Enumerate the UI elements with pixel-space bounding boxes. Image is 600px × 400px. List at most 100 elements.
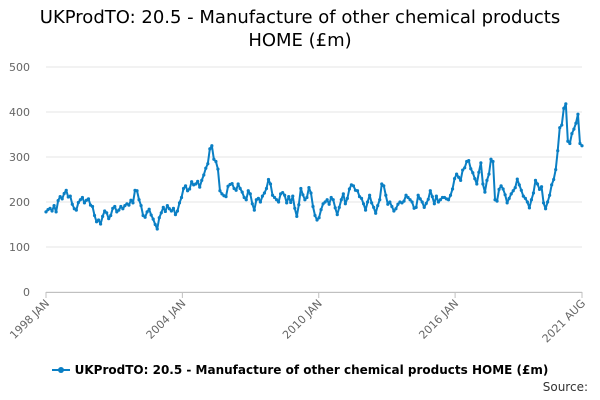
data-point-174 (396, 202, 400, 206)
data-point-64 (173, 213, 178, 217)
data-point-123 (293, 206, 297, 210)
data-point-124 (295, 214, 299, 218)
data-point-145 (337, 205, 341, 209)
data-point-265 (580, 144, 584, 148)
data-point-101 (248, 192, 252, 196)
data-point-105 (256, 196, 260, 200)
data-point-28 (101, 214, 105, 218)
data-point-71 (188, 187, 192, 191)
data-point-23 (90, 204, 95, 209)
data-point-78 (202, 173, 206, 177)
data-point-127 (301, 193, 305, 197)
data-point-94 (234, 188, 238, 192)
data-point-21 (86, 197, 91, 201)
data-point-144 (335, 213, 339, 217)
data-point-99 (244, 198, 248, 202)
data-point-249 (548, 193, 552, 197)
data-point-52 (149, 213, 153, 217)
data-point-32 (109, 213, 113, 218)
data-point-89 (224, 195, 228, 199)
series-line (45, 102, 583, 230)
data-point-72 (190, 180, 194, 184)
data-point-191 (430, 195, 434, 199)
data-point-259 (568, 141, 572, 146)
data-point-186 (420, 200, 424, 204)
data-point-162 (372, 205, 376, 209)
data-point-152 (351, 184, 356, 188)
data-point-179 (406, 195, 410, 200)
data-point-54 (153, 222, 157, 227)
data-point-169 (386, 202, 390, 206)
data-point-27 (99, 222, 103, 226)
data-point-74 (194, 182, 198, 186)
data-point-103 (252, 208, 256, 212)
data-point-84 (214, 159, 218, 164)
x-tick-label-3: 2016 JAN (416, 297, 461, 342)
data-point-258 (566, 139, 570, 143)
data-point-56 (157, 216, 161, 220)
data-point-214 (477, 170, 481, 174)
data-point-190 (428, 189, 432, 193)
data-point-233 (515, 177, 519, 181)
source-label: Source: (542, 380, 588, 394)
series-layer (44, 102, 584, 231)
data-point-217 (483, 190, 487, 194)
y-tick-label-500: 500 (9, 61, 30, 74)
gridlines (46, 66, 582, 293)
data-point-194 (436, 200, 440, 204)
data-point-63 (171, 206, 176, 210)
data-point-118 (283, 193, 287, 197)
x-tick-label-1: 2004 JAN (144, 297, 189, 342)
data-point-244 (537, 187, 542, 191)
data-point-260 (570, 132, 574, 136)
data-point-80 (206, 162, 210, 166)
data-point-57 (159, 211, 163, 215)
x-tick-label-2: 2010 JAN (280, 297, 325, 342)
data-point-58 (161, 205, 165, 209)
data-point-160 (368, 193, 372, 197)
data-point-225 (499, 184, 503, 188)
data-point-126 (299, 186, 303, 191)
data-point-12 (68, 194, 72, 198)
data-point-226 (501, 187, 505, 191)
data-point-245 (539, 185, 544, 189)
data-point-110 (266, 177, 271, 182)
data-point-17 (78, 198, 82, 202)
data-point-183 (414, 205, 418, 209)
legend-line-marker-icon (51, 366, 70, 373)
data-point-185 (418, 197, 422, 201)
data-point-45 (135, 189, 139, 193)
data-point-85 (216, 167, 220, 171)
data-point-98 (242, 195, 246, 200)
data-point-140 (327, 202, 331, 206)
data-point-149 (345, 196, 349, 200)
data-point-9 (62, 191, 66, 196)
data-point-131 (309, 191, 313, 195)
data-point-241 (531, 191, 536, 195)
data-point-262 (574, 121, 578, 125)
data-point-250 (550, 183, 554, 187)
data-point-210 (469, 167, 473, 171)
data-point-180 (408, 198, 412, 202)
data-point-211 (471, 171, 475, 175)
y-tick-label-400: 400 (9, 106, 30, 119)
data-point-30 (105, 211, 109, 215)
data-point-31 (107, 217, 111, 221)
data-point-242 (533, 178, 538, 182)
data-point-146 (339, 198, 343, 202)
data-point-264 (578, 141, 582, 146)
axes: 0 100 200 300 400 500 1998 JAN 2004 JAN 2010 JAN… (7, 61, 588, 345)
data-point-218 (485, 178, 489, 182)
data-point-55 (155, 227, 159, 231)
data-point-67 (179, 195, 184, 200)
data-point-237 (523, 196, 527, 200)
data-point-83 (212, 157, 216, 161)
data-point-50 (145, 210, 149, 214)
legend[interactable]: UKProdTO: 20.5 - Manufacture of other ch… (0, 363, 600, 377)
data-point-47 (139, 204, 143, 208)
data-point-77 (200, 178, 204, 182)
data-point-235 (519, 188, 523, 192)
data-point-261 (572, 127, 576, 131)
data-point-257 (564, 102, 568, 106)
data-point-234 (517, 183, 521, 187)
